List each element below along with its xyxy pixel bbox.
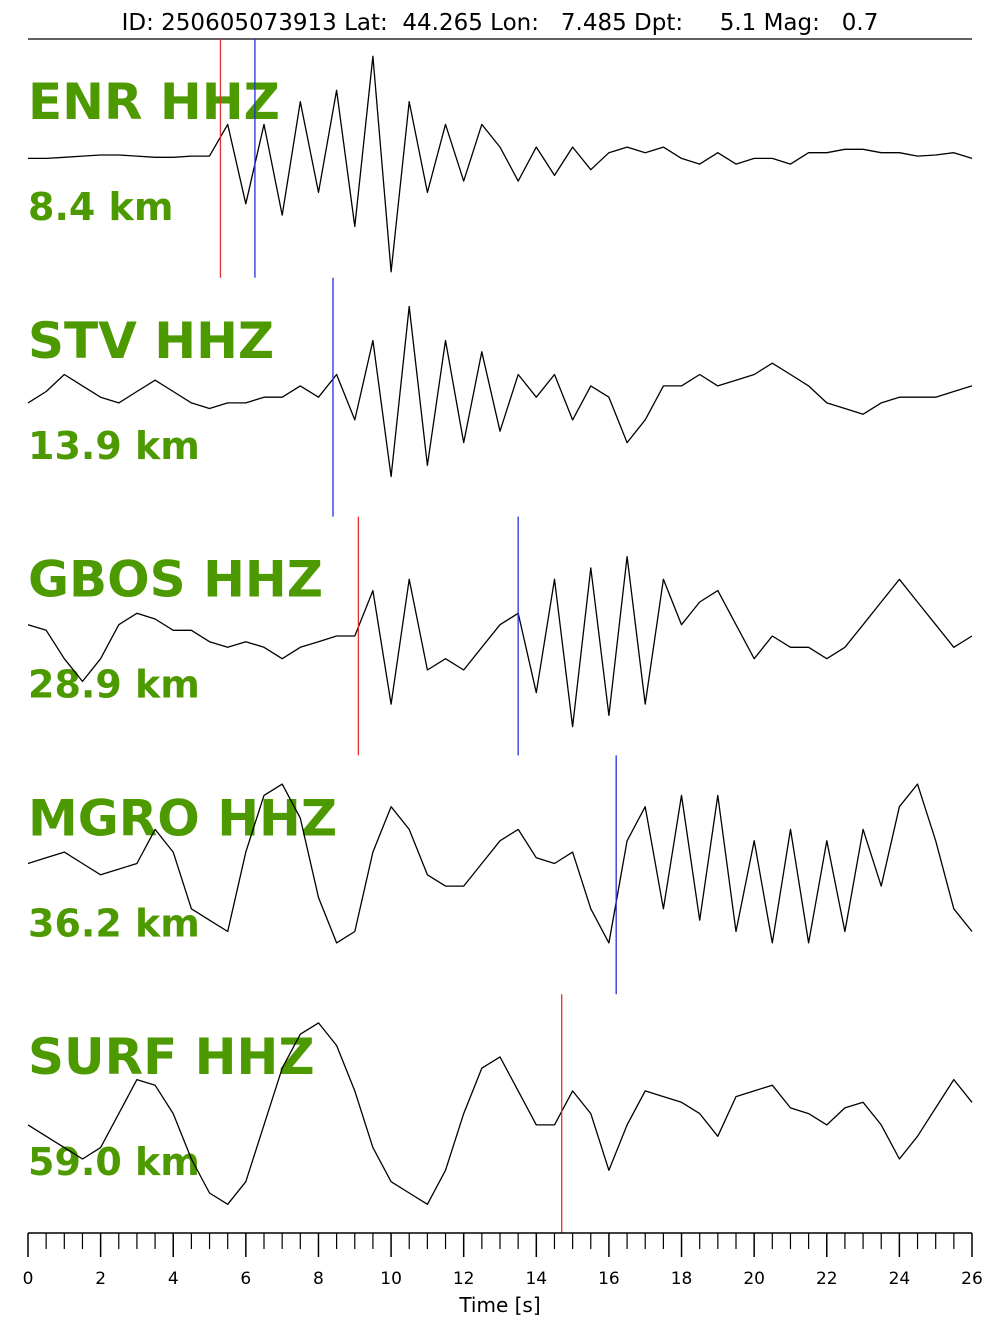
distance-label: 59.0 km [28,1140,200,1184]
x-tick-label: 20 [743,1269,765,1289]
waveform [27,1022,973,1205]
x-tick-label: 4 [168,1269,179,1289]
distance-label: 28.9 km [28,663,200,707]
chart-title: ID: 250605073913 Lat: 44.265 Lon: 7.485 … [122,10,879,36]
station-label: ENR HHZ [28,73,280,131]
x-axis-label: Time [s] [458,1293,540,1317]
station-label: GBOS HHZ [28,551,323,609]
x-tick-label: 6 [240,1269,251,1289]
x-tick-label: 10 [380,1269,402,1289]
distance-label: 36.2 km [28,901,200,945]
x-tick-label: 22 [816,1269,838,1289]
x-tick-label: 12 [453,1269,475,1289]
waveform [27,555,973,728]
station-label: STV HHZ [28,312,274,370]
distance-label: 13.9 km [28,424,200,468]
station-label: SURF HHZ [28,1028,315,1086]
waveform [28,55,973,273]
waveform [27,783,973,944]
x-tick-label: 14 [525,1269,547,1289]
waveform [27,305,973,478]
x-tick-label: 18 [671,1269,693,1289]
x-tick-label: 8 [313,1269,324,1289]
x-tick-label: 26 [961,1269,983,1289]
x-tick-label: 2 [95,1269,106,1289]
x-tick-label: 0 [23,1269,34,1289]
x-tick-label: 24 [889,1269,911,1289]
station-label: MGRO HHZ [28,789,337,847]
x-tick-label: 16 [598,1269,620,1289]
distance-label: 8.4 km [28,185,173,229]
